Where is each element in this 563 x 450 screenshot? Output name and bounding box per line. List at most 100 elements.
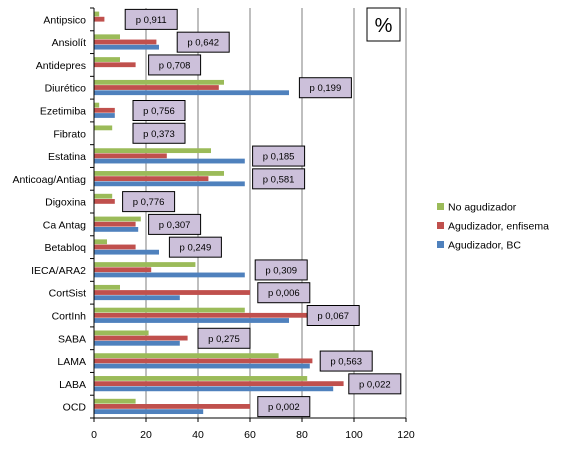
legend-label: Agudizador, BC: [448, 240, 521, 252]
bar: [94, 176, 209, 182]
bar: [94, 39, 157, 45]
bar: [94, 318, 289, 323]
p-value-text: p 0,022: [359, 379, 391, 390]
p-value-annotation: p 0,756: [132, 100, 186, 121]
bar: [94, 102, 100, 108]
bar: [94, 171, 224, 176]
x-tick-label: 120: [397, 429, 415, 441]
legend-item: Agudizador, BC: [437, 240, 521, 252]
p-value-text: p 0,006: [268, 288, 300, 299]
bar: [94, 363, 310, 369]
bar: [94, 90, 289, 96]
p-value-text: p 0,756: [143, 106, 175, 117]
p-value-box: [132, 100, 186, 121]
category-label: LAMA: [57, 356, 86, 368]
legend: No agudizador Agudizador, enfisema Agudiza…: [437, 202, 549, 252]
p-value-text: p 0,249: [180, 243, 212, 254]
bar: [94, 199, 115, 204]
legend-label: Agudizador, enfisema: [448, 221, 549, 233]
bar: [94, 239, 107, 245]
x-tick-label: 0: [91, 429, 97, 441]
bar: [94, 295, 180, 301]
p-value-text: p 0,199: [310, 83, 342, 94]
bar: [94, 34, 120, 40]
p-value-text: p 0,185: [263, 152, 295, 163]
category-label: CortSist: [49, 288, 86, 300]
bar: [94, 113, 115, 118]
bar: [94, 376, 308, 381]
p-value-text: p 0,642: [187, 38, 219, 49]
p-value-annotation: p 0,309: [254, 259, 308, 281]
p-value-annotation: p 0,373: [132, 122, 186, 144]
category-label: IECA/ARA2: [31, 265, 86, 277]
category-label: Ca Antag: [43, 219, 86, 231]
p-value-text: p 0,708: [159, 60, 191, 71]
category-label: Estatina: [48, 151, 86, 163]
bar: [94, 244, 136, 250]
axes: [90, 7, 407, 422]
p-value-box: [348, 373, 402, 395]
x-tick-label: 40: [192, 429, 204, 441]
x-tick-labels: 0 20 40 60 80 100 120: [91, 429, 415, 441]
bar: [94, 153, 167, 159]
p-value-box: [122, 191, 176, 213]
x-tick-label: 60: [244, 429, 256, 441]
bar: [94, 381, 344, 387]
bars: [94, 11, 344, 415]
bar: [94, 57, 120, 62]
p-value-text: p 0,275: [208, 334, 240, 345]
bar: [94, 158, 245, 164]
category-label: Antipsico: [43, 14, 86, 26]
category-label: Antidepres: [36, 60, 86, 72]
category-label: Digoxina: [45, 197, 86, 209]
category-label: SABA: [58, 333, 86, 345]
p-value-text: p 0,581: [263, 174, 295, 185]
p-value-box: [132, 122, 186, 144]
legend-item: No agudizador: [437, 202, 517, 214]
p-value-annotation: p 0,022: [348, 373, 402, 395]
p-value-box: [148, 213, 202, 235]
p-value-text: p 0,067: [317, 311, 349, 322]
p-value-box: [124, 8, 178, 30]
bar: [94, 404, 250, 409]
p-value-annotation: p 0,006: [257, 282, 311, 304]
bar: [94, 216, 141, 222]
category-label: Fibrato: [53, 128, 86, 140]
x-tick-label: 20: [140, 429, 152, 441]
p-value-text: p 0,776: [133, 197, 165, 208]
p-value-text: p 0,002: [268, 402, 300, 413]
p-value-text: p 0,373: [143, 129, 175, 140]
category-label: CortInh: [52, 311, 87, 323]
bar: [94, 249, 159, 255]
x-tick-label: 100: [345, 429, 363, 441]
p-value-annotation: p 0,067: [306, 305, 360, 326]
bar: [94, 107, 115, 113]
bar: [94, 125, 113, 131]
p-value-box: [306, 305, 360, 326]
bar: [94, 290, 250, 295]
bar: [94, 16, 105, 22]
p-value-box: [148, 54, 202, 76]
legend-item: Agudizador, enfisema: [437, 221, 549, 233]
p-value-box: [252, 145, 306, 167]
legend-swatch: [437, 241, 444, 248]
gridlines: [145, 8, 407, 418]
bar: [94, 353, 279, 359]
bar: [94, 409, 204, 415]
p-value-box: [168, 236, 222, 258]
p-value-annotation: p 0,275: [197, 327, 251, 349]
category-label: Ansiolít: [52, 37, 87, 49]
bar: [94, 262, 196, 267]
legend-label: No agudizador: [448, 202, 517, 214]
p-value-box: [257, 396, 311, 418]
legend-swatch: [437, 222, 444, 229]
p-value-box: [254, 259, 308, 281]
bar: [94, 62, 136, 68]
x-tick-label: 80: [296, 429, 308, 441]
unit-label: %: [375, 15, 393, 37]
p-value-annotation: p 0,776: [122, 191, 176, 213]
bar: [94, 312, 313, 318]
p-value-annotation: p 0,642: [176, 31, 230, 53]
bar: [94, 330, 149, 336]
